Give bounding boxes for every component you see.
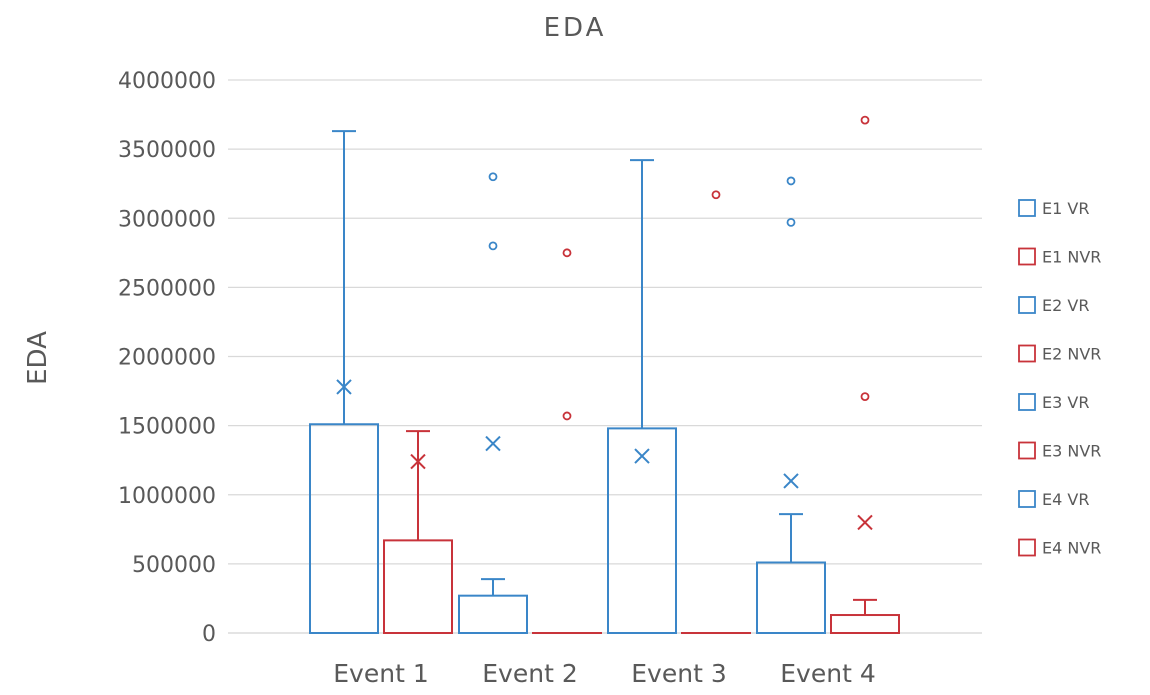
outlier-point-0 [711,190,721,200]
gridlines [228,79,982,634]
y-tick-label-6: 3000000 [118,207,216,232]
legend-swatch [1018,441,1036,460]
box-rect [830,614,900,635]
legend-swatch [1018,538,1036,557]
legend-label: E3 VR [1042,393,1089,412]
box-e4-nvr [830,115,900,635]
mean-marker-b [410,453,426,470]
legend-swatch [1018,490,1036,508]
legend-item-7: E4 NVR [1018,538,1101,558]
legend-label: E4 VR [1042,490,1089,509]
mean-marker-b [634,448,650,464]
legend-swatch [1018,344,1036,363]
box-rect [756,561,826,634]
legend-swatch [1018,393,1036,411]
legend-item-6: E4 VR [1018,490,1089,509]
y-tick-label-7: 3500000 [118,138,216,163]
mean-marker-b [857,514,873,531]
legend-item-3: E2 NVR [1018,344,1101,364]
y-axis-label: EDA [23,331,53,385]
x-tick-label-0: Event 1 [333,659,428,688]
y-tick-label-8: 4000000 [118,69,216,94]
outlier-point-1 [488,241,498,251]
box-e3-vr [607,159,677,635]
legend-label: E4 NVR [1042,539,1101,558]
y-tick-label-3: 1500000 [118,415,216,440]
y-tick-label-2: 1000000 [118,484,216,509]
legend-label: E1 VR [1042,199,1089,218]
x-tick-label-2: Event 3 [631,659,726,688]
mean-marker-b [336,379,352,395]
legend: E1 VR E1 NVR E2 VR E2 NVR E3 VR E3 NVR E4 VR E4… [1018,199,1101,558]
legend-item-1: E1 NVR [1018,247,1101,267]
legend-item-0: E1 VR [1018,199,1089,218]
outlier-point-1 [860,392,870,401]
outlier-point-0 [488,172,498,182]
outlier-point-0 [860,115,870,125]
legend-swatch [1018,199,1036,217]
box-series [309,115,900,635]
chart-title: EDA [544,13,607,43]
legend-swatch [1018,296,1036,314]
outlier-point-0 [562,248,572,258]
box-e3-nvr [681,190,751,635]
y-tick-label-4: 2000000 [118,346,216,371]
legend-label: E1 NVR [1042,248,1101,267]
box-e1-vr [309,130,379,634]
outlier-point-0 [786,176,796,186]
legend-item-2: E2 VR [1018,296,1089,315]
box-rect [309,423,379,634]
y-axis-ticks: 0 500000 1000000 1500000 2000000 2500000 30000… [118,69,216,647]
y-tick-label-5: 2500000 [118,276,216,301]
legend-label: E2 NVR [1042,345,1101,364]
mean-marker-b [783,473,799,489]
x-axis-ticks: Event 1 Event 2 Event 3 Event 4 [333,659,875,688]
box-e2-vr [458,172,528,634]
box-e1-nvr [383,430,453,634]
mean-marker-b [485,435,501,452]
legend-item-4: E3 VR [1018,393,1089,412]
y-tick-label-1: 500000 [132,553,216,578]
legend-label: E3 NVR [1042,442,1101,461]
x-tick-label-3: Event 4 [780,659,875,688]
box-e4-vr [756,176,826,634]
outlier-point-1 [562,411,572,421]
box-e2-nvr [532,248,602,635]
box-rect [607,427,677,635]
box-rect [383,539,453,634]
legend-label: E2 VR [1042,296,1089,315]
legend-item-5: E3 NVR [1018,441,1101,461]
x-tick-label-1: Event 2 [482,659,577,688]
legend-swatch [1018,247,1036,266]
box-rect [458,594,528,634]
outlier-point-1 [786,217,796,227]
y-tick-label-0: 0 [202,622,216,647]
